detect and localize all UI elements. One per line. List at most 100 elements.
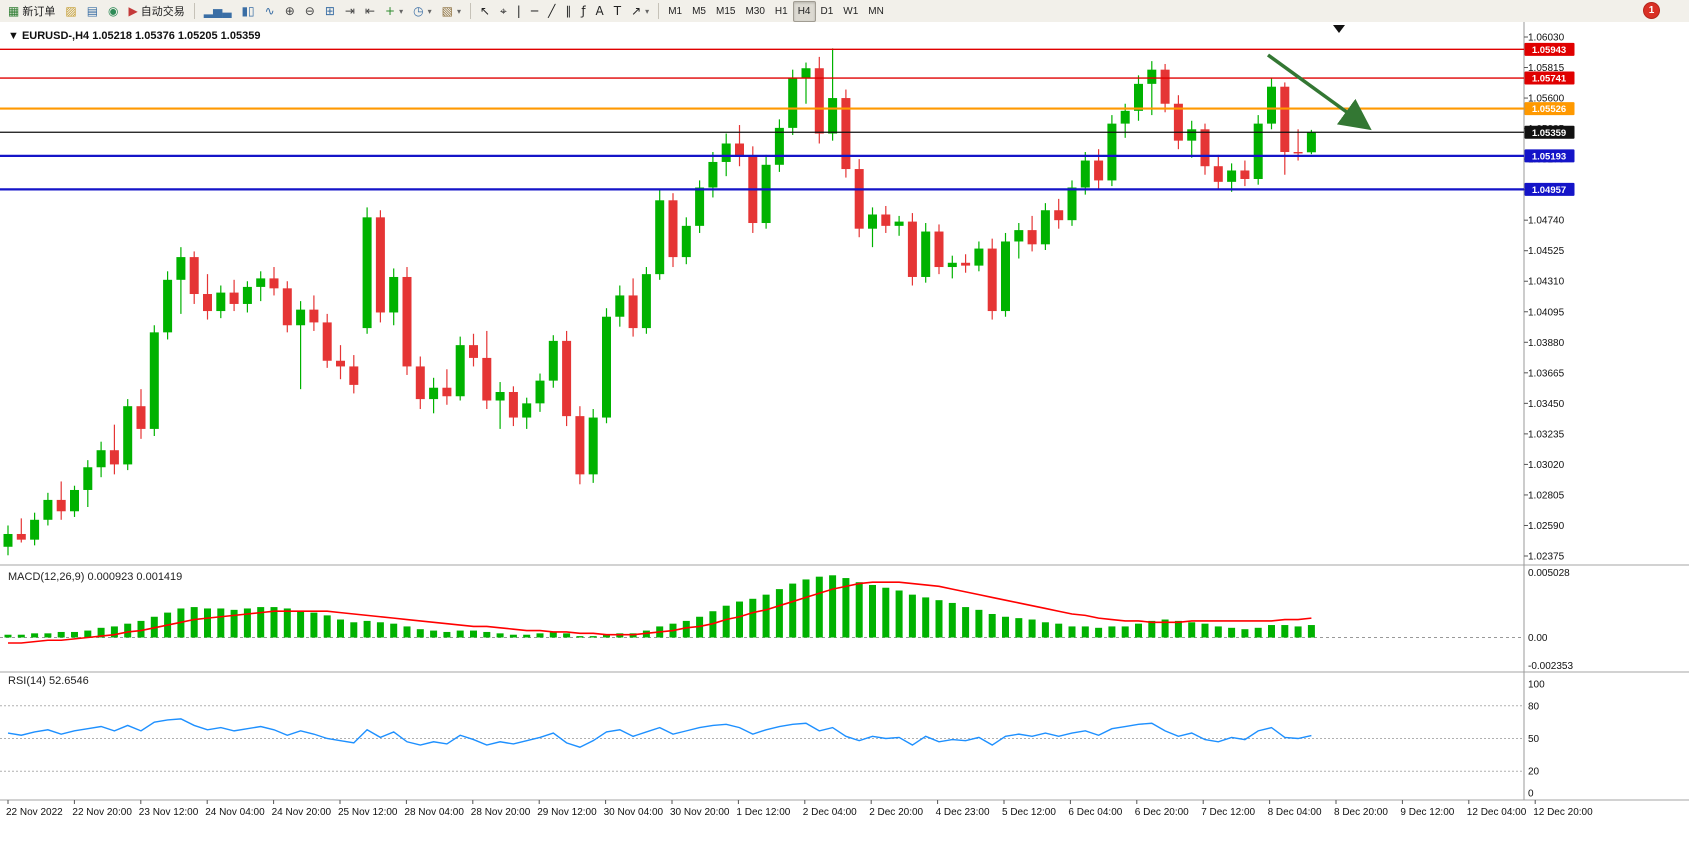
- tf-m30-label: M30: [745, 5, 765, 17]
- text-button[interactable]: A: [591, 1, 609, 22]
- notification-badge[interactable]: 1: [1644, 3, 1659, 18]
- annotations-layer[interactable]: [1266, 25, 1372, 131]
- zoom-out-button[interactable]: ⊖: [300, 1, 320, 22]
- horizontal-line-button[interactable]: ─: [526, 1, 543, 22]
- svg-text:12 Dec 04:00: 12 Dec 04:00: [1467, 807, 1527, 818]
- rsi-panel[interactable]: RSI(14) 52.6546 100 80 50 20 0: [0, 675, 1545, 800]
- svg-text:20: 20: [1528, 767, 1540, 778]
- svg-text:24 Nov 20:00: 24 Nov 20:00: [272, 807, 332, 818]
- indicators-icon: +: [385, 4, 396, 18]
- new-order-button[interactable]: ▦ 新订单: [3, 1, 60, 22]
- line-chart-button[interactable]: ∿: [260, 1, 280, 22]
- chart-header: ▼ EURUSD-,H4 1.05218 1.05376 1.05205 1.0…: [8, 30, 260, 42]
- hlines-layer[interactable]: 1.05943 1.05741 1.05526 1.05359 1.05193 1.049…: [0, 42, 1575, 196]
- indicators-button[interactable]: + ▾: [380, 1, 408, 22]
- svg-text:1.05359: 1.05359: [1532, 128, 1566, 139]
- toolbar-separator: [193, 3, 195, 19]
- price-tag: [1524, 102, 1575, 116]
- svg-text:1.03020: 1.03020: [1528, 460, 1565, 471]
- svg-text:8 Dec 04:00: 8 Dec 04:00: [1268, 807, 1322, 818]
- tf-h1-label: H1: [774, 5, 788, 17]
- trend-arrow[interactable]: [1266, 53, 1372, 131]
- svg-text:8 Dec 20:00: 8 Dec 20:00: [1334, 807, 1388, 818]
- fibonacci-icon: ƒ: [581, 4, 586, 18]
- auto-scroll-icon: ⇥: [344, 4, 355, 18]
- time-axis[interactable]: 22 Nov 2022 22 Nov 20:00 23 Nov 12:00 24 No…: [6, 800, 1593, 818]
- data-window-button[interactable]: ▤: [82, 1, 103, 22]
- svg-text:-0.002353: -0.002353: [1528, 661, 1573, 672]
- bar-chart-button[interactable]: ▂▅▃: [199, 1, 237, 22]
- svg-text:1.04740: 1.04740: [1528, 216, 1565, 227]
- svg-text:1.05741: 1.05741: [1532, 74, 1567, 85]
- svg-text:0.00: 0.00: [1528, 633, 1548, 644]
- trendline-icon: ╱: [548, 4, 556, 18]
- tf-m5-button[interactable]: M5: [687, 1, 711, 22]
- macd-signal-line: [8, 581, 1312, 644]
- svg-text:29 Nov 12:00: 29 Nov 12:00: [537, 807, 597, 818]
- svg-text:1.05815: 1.05815: [1528, 63, 1565, 74]
- zoom-in-button[interactable]: ⊕: [280, 1, 300, 22]
- svg-text:1 Dec 12:00: 1 Dec 12:00: [736, 807, 790, 818]
- svg-text:5 Dec 12:00: 5 Dec 12:00: [1002, 807, 1056, 818]
- tf-h1-button[interactable]: H1: [770, 1, 793, 22]
- svg-text:1.05600: 1.05600: [1528, 94, 1565, 105]
- price-tag: [1524, 182, 1575, 196]
- tf-d1-button[interactable]: D1: [816, 1, 839, 22]
- svg-text:7 Dec 12:00: 7 Dec 12:00: [1201, 807, 1255, 818]
- auto-scroll-button[interactable]: ⇥: [340, 1, 360, 22]
- candlestick-button[interactable]: ▮▯: [236, 1, 259, 22]
- tf-m15-button[interactable]: M15: [711, 1, 740, 22]
- svg-text:1.02805: 1.02805: [1528, 490, 1565, 501]
- auto-trading-label: 自动交易: [140, 6, 185, 18]
- fibonacci-button[interactable]: ƒ: [576, 1, 590, 22]
- svg-text:28 Nov 20:00: 28 Nov 20:00: [471, 807, 531, 818]
- tf-m30-button[interactable]: M30: [740, 1, 769, 22]
- market-watch-button[interactable]: ◉: [103, 1, 123, 22]
- svg-text:12 Dec 20:00: 12 Dec 20:00: [1533, 807, 1593, 818]
- svg-text:30 Nov 04:00: 30 Nov 04:00: [604, 807, 664, 818]
- crosshair-button[interactable]: ⌖: [495, 1, 512, 22]
- svg-text:1.06030: 1.06030: [1528, 33, 1565, 44]
- chart-shift-button[interactable]: ⇤: [360, 1, 380, 22]
- cursor-button[interactable]: ↖: [475, 1, 495, 22]
- dropdown-caret-icon: ▾: [456, 6, 461, 16]
- arrows-button[interactable]: ↗ ▾: [626, 1, 654, 22]
- svg-text:0: 0: [1528, 789, 1534, 800]
- tile-windows-icon: ⊞: [324, 4, 335, 18]
- svg-text:1.02375: 1.02375: [1528, 552, 1565, 563]
- tf-mn-button[interactable]: MN: [863, 1, 889, 22]
- periods-button[interactable]: ◷ ▾: [408, 1, 437, 22]
- tf-h4-button[interactable]: H4: [792, 0, 816, 22]
- line-chart-icon: ∿: [264, 4, 275, 18]
- chart-canvas[interactable]: 1.060301.058151.056001.053851.051701.049…: [0, 22, 1689, 859]
- channel-button[interactable]: ∥: [560, 1, 576, 22]
- svg-text:1.05193: 1.05193: [1532, 151, 1566, 162]
- price-tag: [1524, 42, 1575, 56]
- tf-m1-button[interactable]: M1: [663, 1, 687, 22]
- svg-text:28 Nov 04:00: 28 Nov 04:00: [404, 807, 464, 818]
- svg-text:9 Dec 12:00: 9 Dec 12:00: [1400, 807, 1454, 818]
- rsi-header: RSI(14) 52.6546: [8, 675, 89, 687]
- vertical-line-button[interactable]: |: [512, 1, 526, 22]
- charts-profile-button[interactable]: ▨: [60, 1, 81, 22]
- templates-button[interactable]: ▧ ▾: [437, 1, 466, 22]
- tf-m15-label: M15: [716, 5, 736, 17]
- svg-text:1.03450: 1.03450: [1528, 399, 1565, 410]
- bar-chart-icon: ▂▅▃: [203, 4, 232, 18]
- chart-shift-marker[interactable]: [1333, 25, 1345, 33]
- macd-panel[interactable]: MACD(12,26,9) 0.000923 0.001419 0.005028 0…: [0, 568, 1573, 672]
- new-order-icon: ▦: [8, 4, 20, 18]
- text-label-button[interactable]: T: [609, 1, 626, 22]
- svg-text:6 Dec 04:00: 6 Dec 04:00: [1068, 807, 1122, 818]
- auto-trading-button[interactable]: ▶ 自动交易: [124, 1, 190, 22]
- tile-windows-button[interactable]: ⊞: [320, 1, 340, 22]
- candles-layer: [3, 48, 1316, 556]
- channel-icon: ∥: [565, 4, 572, 18]
- zoom-out-icon: ⊖: [304, 4, 315, 18]
- vertical-line-icon: |: [516, 4, 521, 18]
- trendline-button[interactable]: ╱: [543, 1, 560, 22]
- svg-text:100: 100: [1528, 680, 1545, 691]
- chart-shift-icon: ⇤: [364, 4, 376, 18]
- dropdown-caret-icon: ▾: [399, 6, 404, 16]
- tf-w1-button[interactable]: W1: [838, 1, 863, 22]
